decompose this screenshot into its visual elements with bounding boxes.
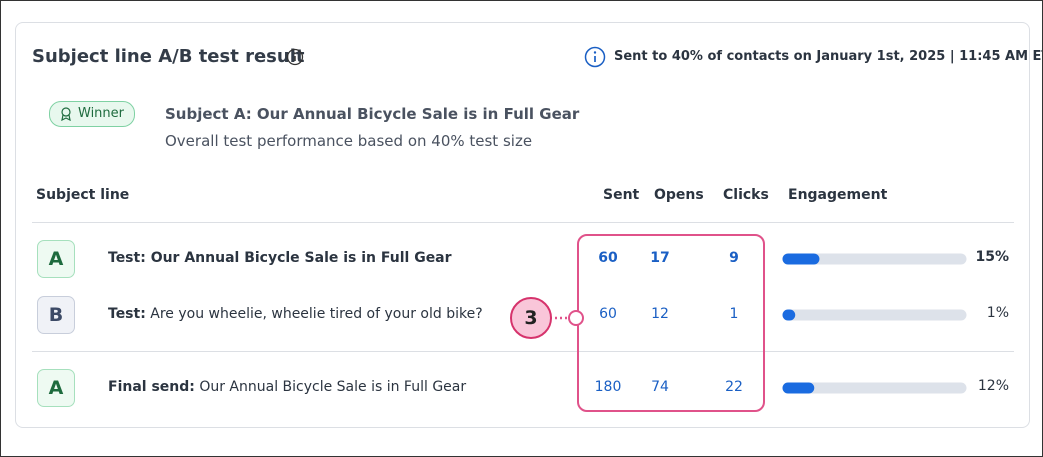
title: Subject line A/B test result: [32, 46, 305, 67]
winner-badge: Winner: [49, 101, 136, 127]
subject-prefix: Test:: [108, 306, 146, 322]
callout-badge: 3: [510, 297, 552, 339]
sent-count: 60: [599, 306, 617, 322]
subject-line: Test: Our Annual Bicycle Sale is in Full…: [108, 250, 452, 266]
subject-text: Our Annual Bicycle Sale is in Full Gear: [150, 250, 452, 266]
award-icon: [61, 107, 71, 121]
clicks-count: 22: [725, 379, 743, 395]
opens-count: 74: [651, 379, 669, 395]
column-header: Engagement: [788, 187, 888, 203]
info-icon: [584, 46, 606, 68]
subject-prefix: Test:: [108, 250, 146, 266]
opens-count: 12: [651, 306, 669, 322]
winner-label: Winner: [78, 106, 125, 121]
column-header: Sent: [603, 187, 640, 203]
column-header: Subject line: [36, 187, 130, 203]
engagement-percent: 12%: [977, 378, 1009, 394]
sent-count: 60: [598, 250, 618, 266]
divider: [32, 351, 1014, 352]
sent-count: 180: [594, 379, 622, 395]
clicks-count: 1: [729, 306, 739, 322]
subject-line: Final send: Our Annual Bicycle Sale is i…: [108, 379, 466, 395]
winner-subject: Subject A: Our Annual Bicycle Sale is in…: [165, 105, 580, 123]
variant-letter: A: [37, 369, 75, 407]
winner-note: Overall test performance based on 40% te…: [165, 132, 533, 150]
subject-prefix: Final send:: [108, 379, 195, 395]
clicks-count: 9: [729, 250, 739, 266]
opens-count: 17: [650, 250, 670, 266]
divider: [32, 222, 1014, 223]
subject-text: Are you wheelie, wheelie tired of your o…: [150, 306, 483, 322]
engagement-percent: 15%: [975, 249, 1009, 265]
engagement-bar: [782, 253, 967, 265]
sent-info: Sent to 40% of contacts on January 1st, …: [614, 49, 1043, 64]
variant-letter: A: [37, 240, 75, 278]
card: [15, 22, 1030, 428]
subject-text: Our Annual Bicycle Sale is in Full Gear: [199, 379, 467, 395]
variant-letter: B: [37, 296, 75, 334]
engagement-percent: 1%: [986, 305, 1009, 321]
column-header: Opens: [654, 187, 704, 203]
callout-connector: [550, 310, 584, 326]
info-icon[interactable]: [286, 48, 304, 66]
engagement-bar: [782, 309, 967, 321]
column-header: Clicks: [723, 187, 769, 203]
engagement-bar: [782, 382, 967, 394]
subject-line: Test: Are you wheelie, wheelie tired of …: [108, 306, 483, 322]
